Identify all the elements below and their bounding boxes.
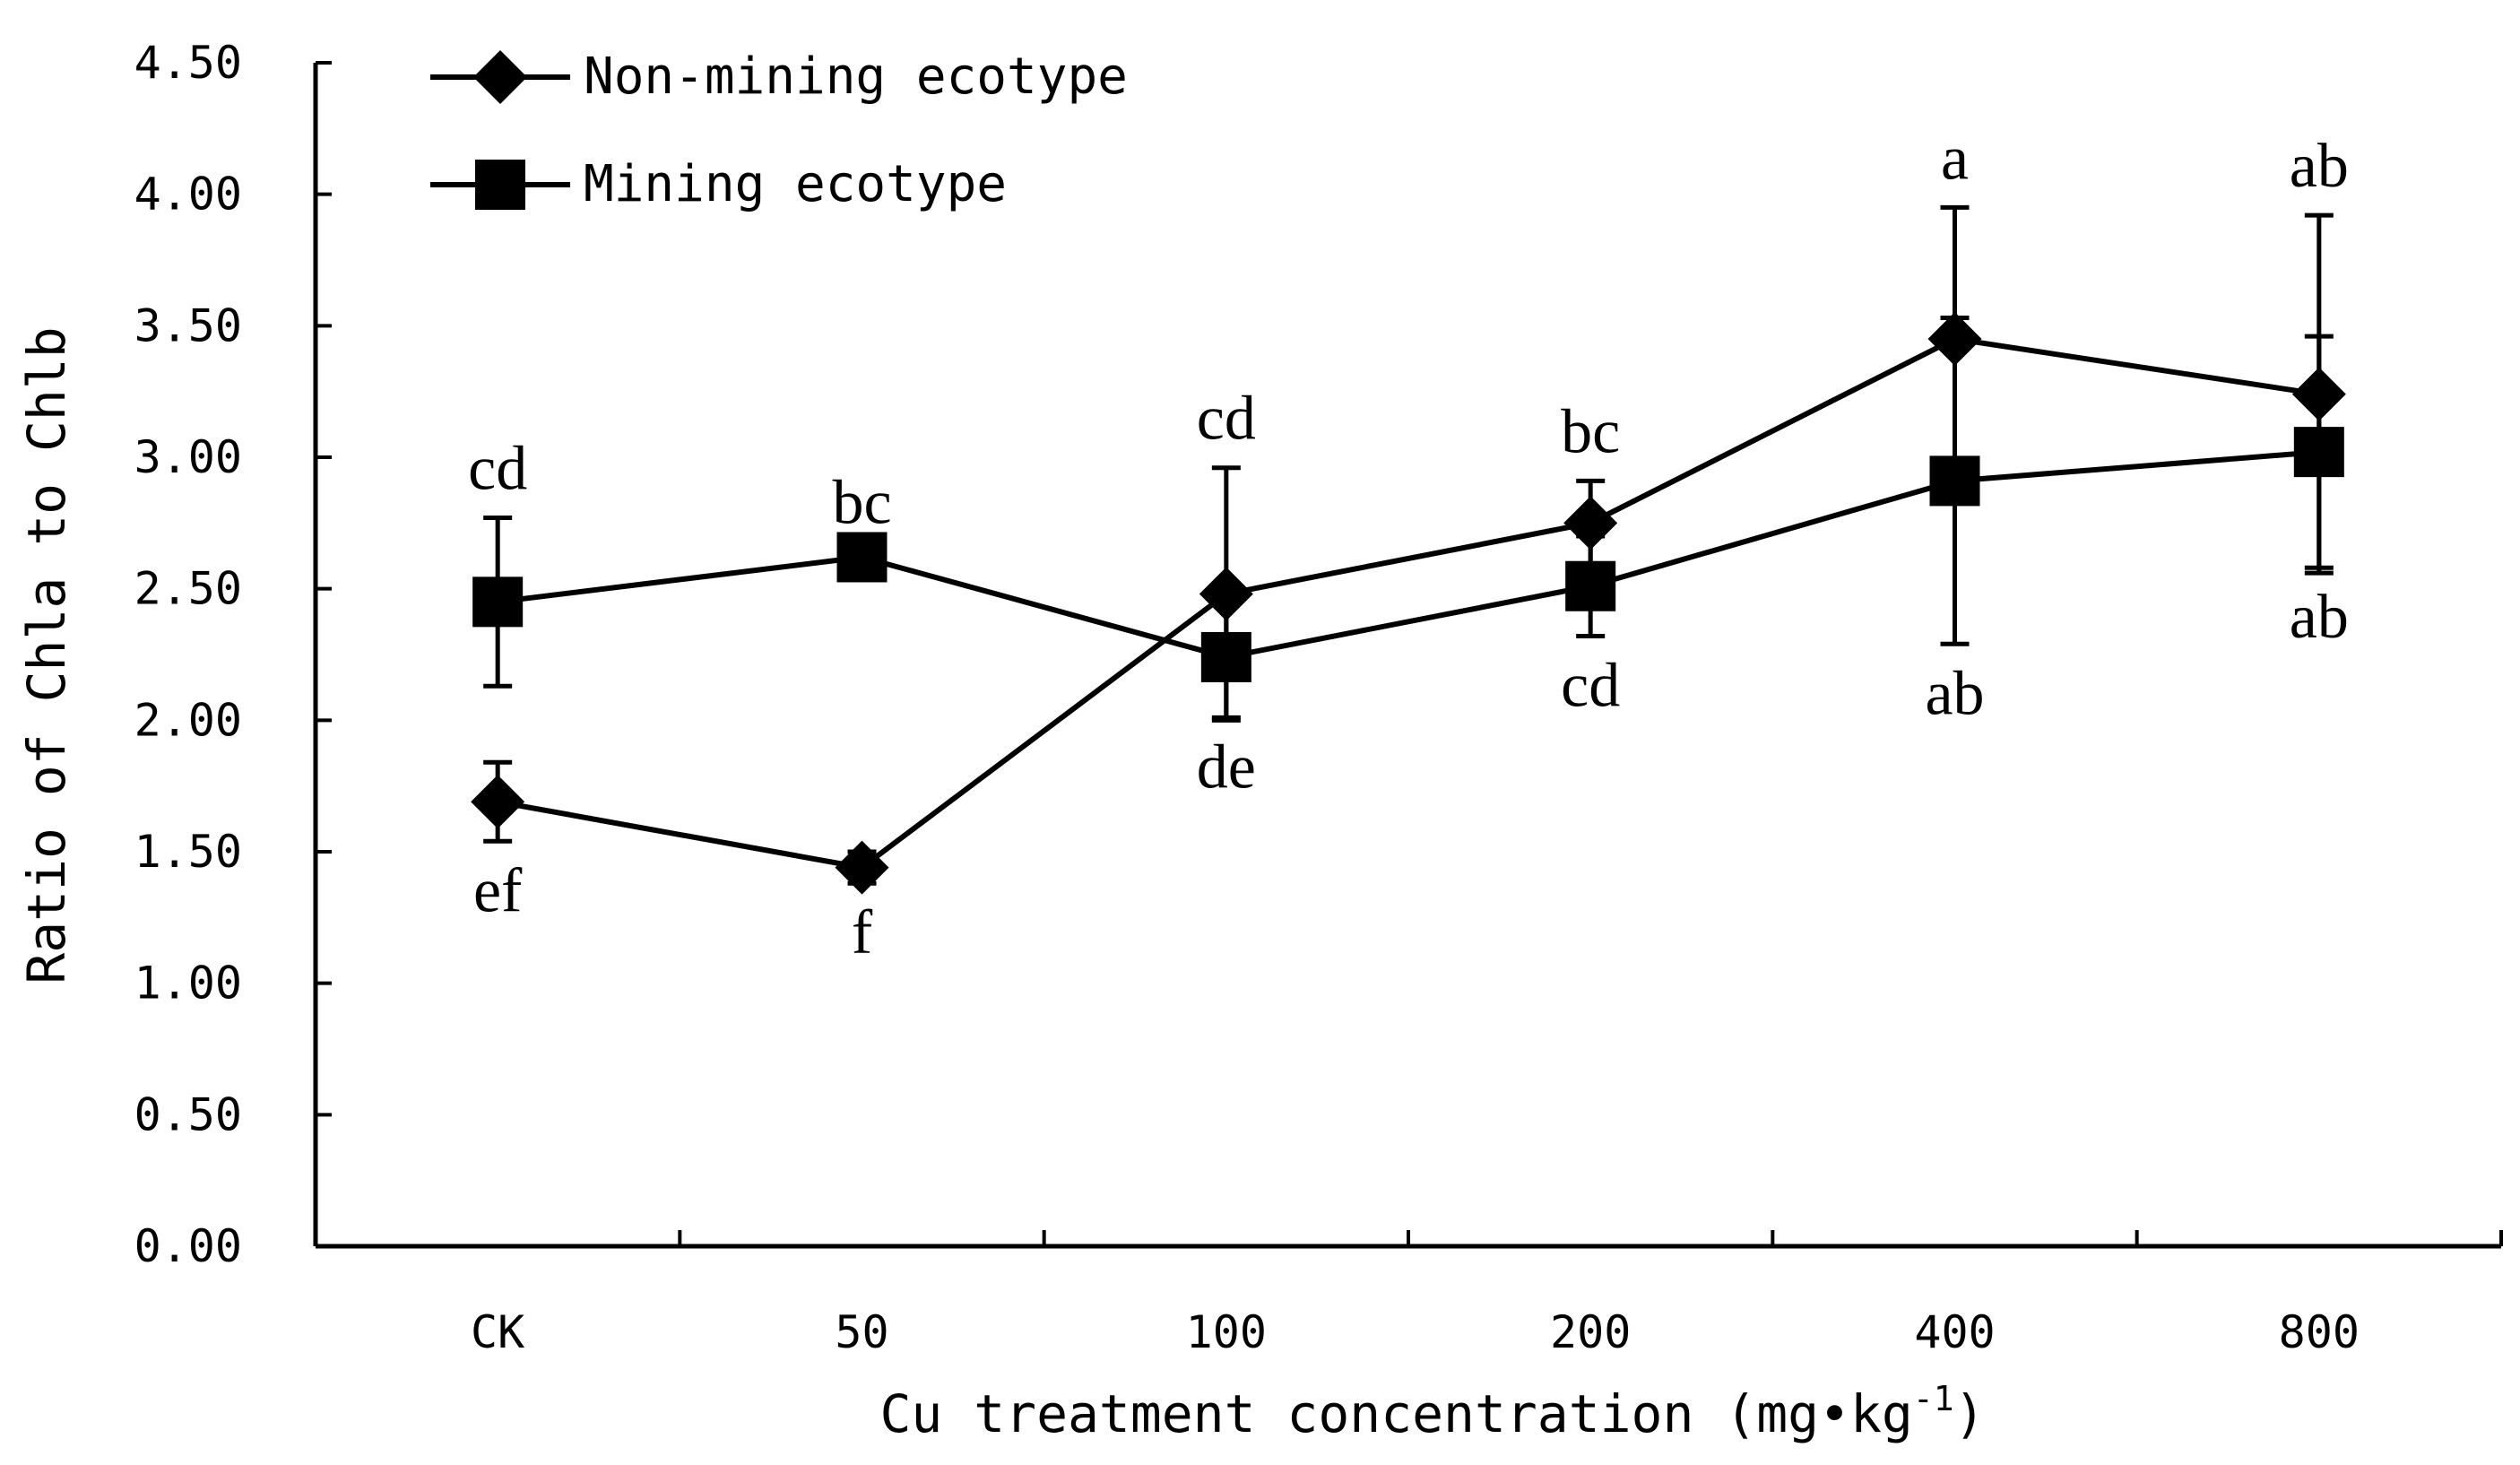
significance-label: ab (2290, 583, 2349, 652)
data-point-square (472, 576, 524, 628)
legend: Non-mining ecotype Mining ecotype (430, 48, 1128, 213)
significance-label: bc (1561, 397, 1620, 466)
significance-label: f (852, 898, 873, 967)
significance-label: cd (468, 434, 527, 503)
legend-label: Non-mining ecotype (584, 48, 1128, 106)
x-tick-label: 50 (835, 1306, 888, 1358)
y-tick-label: 1.50 (134, 826, 242, 878)
significance-label: ef (473, 856, 523, 925)
significance-label: cd (1561, 651, 1620, 720)
x-axis-title-close: ) (1954, 1383, 1986, 1444)
legend-square-icon (475, 160, 525, 210)
x-axis-title-main: Cu treatment concentration (mg•kg (879, 1383, 1912, 1444)
significance-label: ab (1925, 659, 1984, 728)
legend-diamond-icon (473, 50, 527, 104)
y-tick-label: 2.00 (134, 694, 242, 746)
data-point-diamond (1199, 567, 1253, 621)
y-tick-label: 1.00 (134, 958, 242, 1010)
series-line (497, 335, 2320, 871)
x-tick-label: 100 (1186, 1306, 1267, 1358)
significance-label: cd (1197, 385, 1256, 454)
legend-item: Non-mining ecotype (430, 48, 1128, 106)
x-tick-label: 400 (1914, 1306, 1995, 1358)
y-tick-label: 3.00 (134, 431, 242, 483)
data-point-square (1565, 560, 1616, 611)
data-point-square (1200, 631, 1251, 682)
y-tick-label: 0.50 (134, 1088, 242, 1140)
y-axis-title: Ratio of Chla to Chlb (16, 326, 77, 984)
data-point-square (2293, 427, 2344, 478)
x-axis-title: Cu treatment concentration (mg•kg-1) (879, 1379, 1985, 1444)
y-tick-label: 4.50 (134, 37, 242, 89)
series-mining (472, 316, 2344, 720)
y-tick-label: 2.50 (134, 563, 242, 615)
x-tick-label: 200 (1550, 1306, 1631, 1358)
x-axis-title-superscript: -1 (1913, 1379, 1954, 1418)
axes: 0.00 0.50 1.00 1.50 2.00 2.50 3.00 3.50 4.00 4.50… (134, 37, 2503, 1358)
y-tick-label: 4.00 (134, 169, 242, 221)
series-line (497, 449, 2320, 661)
series-non-mining (471, 204, 2346, 895)
data-point-square (836, 532, 888, 583)
series-layer (471, 204, 2346, 895)
y-tick-label: 3.50 (134, 299, 242, 351)
significance-label: bc (832, 469, 891, 538)
x-tick-label: CK (471, 1306, 524, 1358)
legend-item: Mining ecotype (430, 155, 1007, 213)
significance-label: ab (2290, 132, 2349, 201)
x-tick-label: 800 (2279, 1306, 2360, 1358)
significance-label: a (1941, 124, 1969, 193)
y-tick-label: 0.00 (134, 1220, 242, 1272)
significance-labels: ef f cd bc a ab cd bc de cd ab ab (468, 124, 2349, 967)
data-point-diamond (835, 840, 889, 895)
data-point-diamond (471, 775, 525, 829)
data-point-square (1929, 455, 1980, 507)
legend-label: Mining ecotype (584, 155, 1007, 213)
significance-label: de (1197, 732, 1256, 802)
